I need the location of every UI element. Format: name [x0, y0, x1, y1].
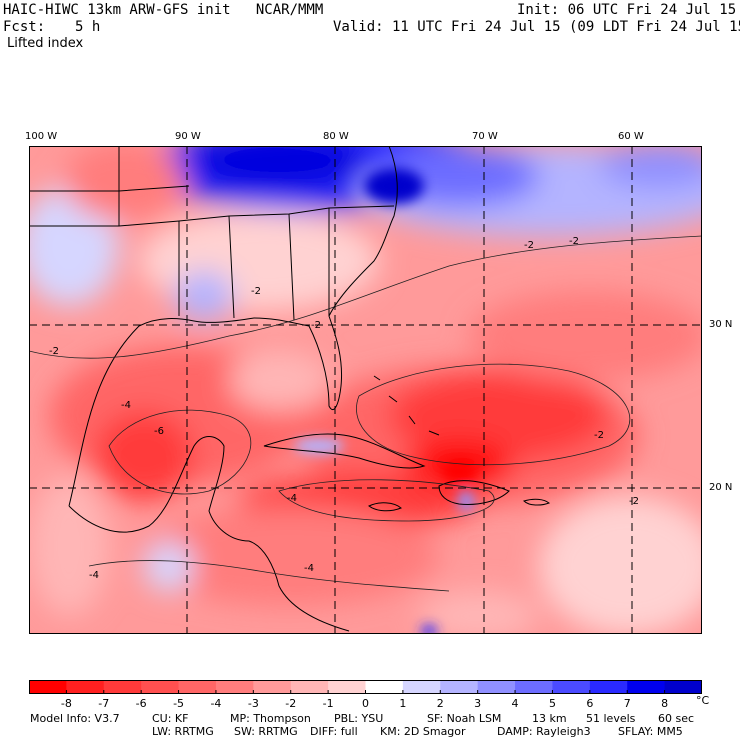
- colorbar-tick-label: -2: [285, 697, 297, 710]
- footer-model-info: Model Info: V3.7: [30, 712, 120, 725]
- footer-km: KM: 2D Smagor: [380, 725, 466, 738]
- footer-pbl: PBL: YSU: [334, 712, 384, 725]
- colorbar-tick-label: -6: [135, 697, 147, 710]
- colorbar-swatch: [365, 680, 404, 694]
- colorbar-tick-label: -1: [322, 697, 334, 710]
- lat-label-20n: 20 N: [709, 482, 733, 493]
- colorbar-swatch: [627, 680, 666, 694]
- colorbar-swatch: [253, 680, 292, 694]
- colorbar-tick-label: 6: [586, 697, 594, 710]
- contour-label: -4: [304, 563, 314, 574]
- colorbar-swatch: [664, 680, 702, 694]
- lat-label-30n: 30 N: [709, 319, 733, 330]
- lifted-index-map: -2 -2 -2 -4 -6 -4 -4 -2 -2 -4 -2 -2: [29, 146, 702, 634]
- colorbar-tick-label: -5: [173, 697, 185, 710]
- colorbar-swatch: [103, 680, 142, 694]
- footer-sf: SF: Noah LSM: [427, 712, 502, 725]
- colorbar-tick-label: -7: [98, 697, 110, 710]
- contour-label: -2: [251, 286, 261, 297]
- colorbar-unit: °C: [696, 694, 710, 707]
- footer-diff: DIFF: full: [310, 725, 358, 738]
- field-name: Lifted index: [7, 36, 84, 51]
- colorbar-swatch: [290, 680, 329, 694]
- lon-label-70w: 70 W: [472, 131, 498, 142]
- footer-sw: SW: RRTMG: [234, 725, 298, 738]
- forecast-hour: 5 h: [75, 19, 101, 35]
- footer-levels: 51 levels: [586, 712, 636, 725]
- colorbar-swatch: [66, 680, 105, 694]
- contour-label: -2: [49, 346, 59, 357]
- contour-label: -6: [154, 426, 164, 437]
- footer-lw: LW: RRTMG: [152, 725, 214, 738]
- contour-label: -2: [569, 236, 579, 247]
- footer-damp: DAMP: Rayleigh3: [497, 725, 591, 738]
- colorbar-tick-label: -4: [210, 697, 222, 710]
- contour-label: -4: [121, 400, 131, 411]
- colorbar-tick-label: -8: [60, 697, 72, 710]
- colorbar-tick-label: 3: [474, 697, 482, 710]
- colorbar-swatch: [589, 680, 628, 694]
- colorbar-tick-label: 7: [623, 697, 631, 710]
- footer-cu: CU: KF: [152, 712, 189, 725]
- contour-label: -2: [311, 320, 321, 331]
- colorbar-tick-label: 0: [362, 697, 369, 710]
- footer-sflay: SFLAY: MM5: [618, 725, 683, 738]
- contour-label: -4: [287, 493, 297, 504]
- graticule: [29, 146, 702, 634]
- colorbar-tick-label: 1: [399, 697, 407, 710]
- colorbar-swatch: [141, 680, 180, 694]
- forecast-label: Fcst:: [3, 19, 46, 35]
- colorbar-swatch: [215, 680, 254, 694]
- colorbar-tick-label: 4: [511, 697, 519, 710]
- colorbar-swatch: [552, 680, 591, 694]
- model-title: HAIC-HIWC 13km ARW-GFS init NCAR/MMM: [3, 2, 324, 18]
- contour-label: -2: [594, 430, 604, 441]
- footer-mp: MP: Thompson: [230, 712, 311, 725]
- shaded-field: [29, 146, 702, 634]
- colorbar: [29, 680, 702, 694]
- footer-timestep: 60 sec: [658, 712, 695, 725]
- init-time: Init: 06 UTC Fri 24 Jul 15: [517, 2, 737, 18]
- colorbar-swatch: [178, 680, 217, 694]
- contour-label: -2: [629, 496, 639, 507]
- lon-label-80w: 80 W: [323, 131, 349, 142]
- colorbar-tick-label: 8: [661, 697, 669, 710]
- colorbar-swatch: [477, 680, 516, 694]
- colorbar-tick-label: 5: [548, 697, 556, 710]
- valid-time: Valid: 11 UTC Fri 24 Jul 15 (09 LDT Fri …: [333, 19, 740, 35]
- lon-label-60w: 60 W: [618, 131, 644, 142]
- lon-label-100w: 100 W: [25, 131, 58, 142]
- contour-label: -2: [524, 240, 534, 251]
- coastlines: [29, 146, 551, 632]
- lon-label-90w: 90 W: [175, 131, 201, 142]
- colorbar-swatch: [515, 680, 553, 694]
- colorbar-swatch: [402, 680, 441, 694]
- colorbar-swatch: [328, 680, 366, 694]
- colorbar-swatch: [440, 680, 479, 694]
- contours: [29, 235, 702, 592]
- colorbar-tick-label: -3: [247, 697, 259, 710]
- contour-label: -4: [89, 570, 99, 581]
- colorbar-swatch: [29, 680, 67, 694]
- footer-res: 13 km: [532, 712, 567, 725]
- colorbar-tick-label: 2: [436, 697, 444, 710]
